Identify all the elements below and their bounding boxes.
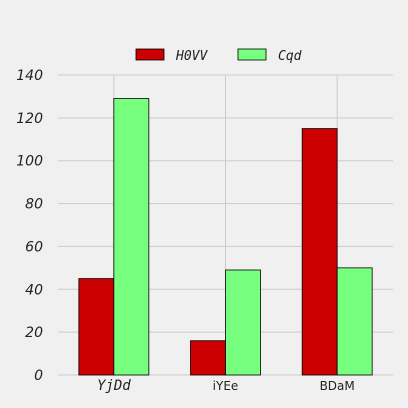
x-tick-label: iYEe: [213, 379, 239, 393]
bar-cqd-iyee: [225, 269, 261, 376]
legend-label-h0vv: H0VV: [175, 49, 208, 64]
x-tick-label: BDaM: [320, 379, 355, 393]
bar-h0vv-bdam: [301, 128, 338, 376]
bar-cqd-bdam: [336, 267, 373, 376]
y-tick-label: 100: [16, 154, 43, 170]
y-tick-label: 20: [25, 325, 43, 341]
y-tick-label: 140: [16, 68, 43, 84]
x-tick-label: YjDd: [97, 378, 131, 394]
y-axis-ticks: 0 20 40 60 80 100 120 140: [16, 68, 43, 384]
y-tick-label: 0: [34, 368, 43, 384]
y-tick-label: 80: [25, 197, 43, 213]
legend-swatch-cqd: [237, 48, 267, 61]
bars: [78, 98, 373, 376]
legend: H0VV Cqd: [135, 48, 302, 64]
bar-h0vv-yjdd: [78, 278, 115, 376]
x-axis-ticks: YjDd iYEe BDaM: [97, 378, 355, 394]
bar-h0vv-iyee: [190, 340, 226, 376]
y-tick-label: 40: [25, 282, 43, 298]
bar-cqd-yjdd: [113, 98, 150, 376]
legend-label-cqd: Cqd: [278, 49, 302, 64]
y-tick-label: 120: [16, 111, 43, 127]
legend-swatch-h0vv: [135, 48, 165, 61]
y-tick-label: 60: [25, 239, 43, 255]
